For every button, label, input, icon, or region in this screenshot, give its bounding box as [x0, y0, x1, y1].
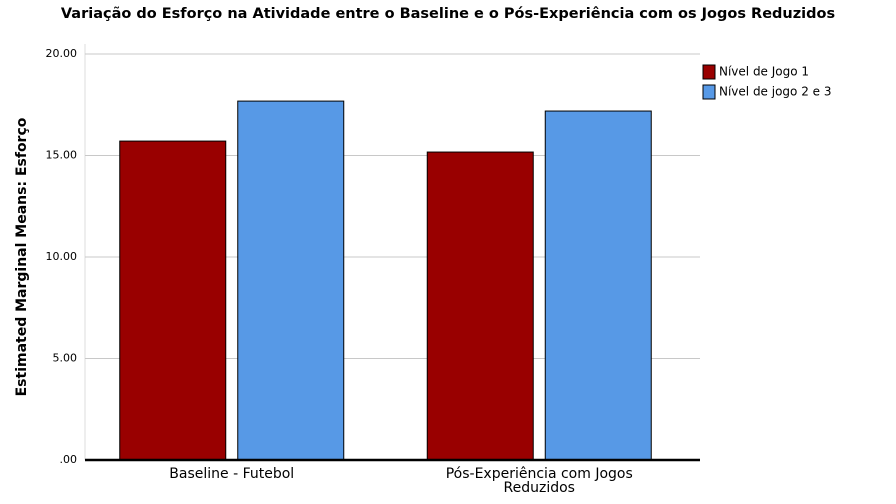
- bar: [544, 110, 652, 461]
- y-tick-label: 20.00: [46, 47, 78, 60]
- bar: [237, 100, 345, 461]
- bar: [426, 151, 534, 461]
- bar: [119, 140, 227, 461]
- x-tick-label: Baseline - Futebol: [169, 466, 295, 482]
- y-tick-label: 15.00: [46, 149, 78, 162]
- x-tick-label: Pós-Experiência com Jogos Reduzidos: [445, 466, 633, 496]
- chart-title: Variação do Esforço na Atividade entre o…: [61, 6, 835, 22]
- legend-swatch: [702, 84, 716, 100]
- legend-label: Nível de Jogo 1: [719, 65, 809, 79]
- y-tick-label: .00: [60, 453, 78, 466]
- legend-swatch: [702, 64, 716, 80]
- legend-label: Nível de jogo 2 e 3: [719, 85, 832, 99]
- y-axis-label: Estimated Marginal Means: Esforço: [14, 117, 30, 396]
- y-tick-label: 10.00: [46, 250, 78, 263]
- y-tick-label: 5.00: [53, 352, 78, 365]
